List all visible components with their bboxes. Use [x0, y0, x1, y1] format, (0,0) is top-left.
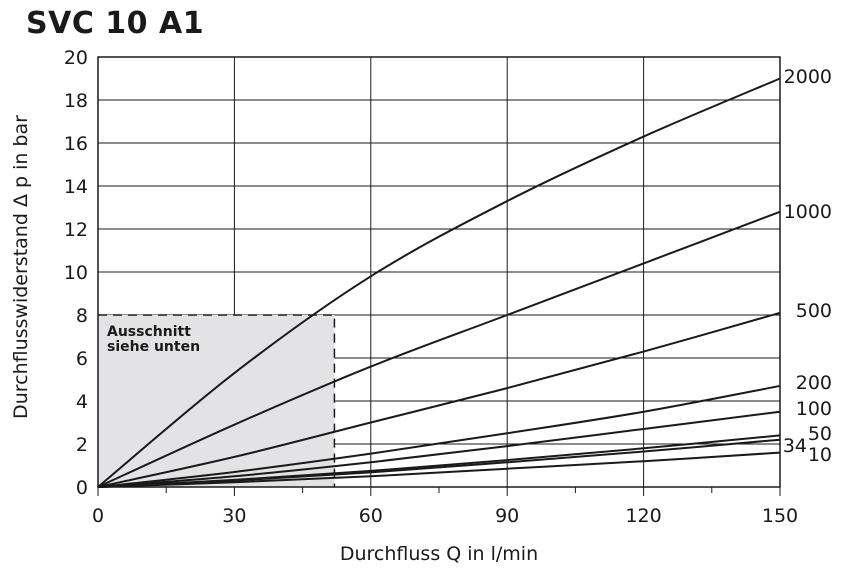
y-tick-label: 6	[76, 348, 88, 370]
series-line-1000	[97, 210, 781, 488]
x-tick-label: 90	[495, 505, 519, 527]
series-line-100	[97, 410, 781, 488]
series-label-50: 50	[808, 423, 832, 445]
chart-title: SVC 10 A1	[26, 6, 205, 41]
x-axis-label: Durchfluss Q in l/min	[340, 543, 538, 565]
y-tick-label: 20	[64, 47, 88, 69]
series-line-2000	[97, 77, 781, 488]
x-tick-label: 150	[762, 505, 798, 527]
series-label-2000: 2000	[784, 66, 832, 88]
detail-region	[98, 315, 335, 487]
series-label-100: 100	[796, 398, 832, 420]
series-label-34: 34	[783, 435, 807, 457]
detail-region-label-line2: siehe unten	[107, 339, 200, 355]
series-layer	[97, 77, 781, 488]
y-tick-label: 8	[76, 305, 88, 327]
series-label-1000: 1000	[784, 201, 832, 223]
axes	[97, 56, 781, 496]
plot-frame	[97, 56, 781, 488]
series-line-10	[97, 451, 781, 488]
y-tick-label: 2	[76, 434, 88, 456]
series-line-200	[97, 384, 781, 488]
y-axis-label: Durchflusswiderstand Δ p in bar	[10, 115, 32, 419]
y-tick-label: 12	[64, 219, 88, 241]
y-tick-label: 18	[64, 90, 88, 112]
x-tick-label: 60	[359, 505, 383, 527]
x-tick-label: 30	[222, 505, 246, 527]
y-tick-label: 4	[76, 391, 88, 413]
series-line-34	[97, 438, 781, 488]
series-label-200: 200	[796, 372, 832, 394]
detail-region-label-line1: Ausschnitt	[107, 324, 191, 340]
series-label-10: 10	[808, 444, 832, 466]
x-tick-label: 120	[625, 505, 661, 527]
y-tick-label: 16	[64, 133, 88, 155]
x-tick-label: 0	[92, 505, 104, 527]
y-tick-label: 0	[76, 477, 88, 499]
y-tick-label: 10	[64, 262, 88, 284]
y-tick-label: 14	[64, 176, 88, 198]
series-line-500	[97, 311, 781, 488]
series-label-500: 500	[796, 300, 832, 322]
detail-region-border	[98, 314, 336, 487]
